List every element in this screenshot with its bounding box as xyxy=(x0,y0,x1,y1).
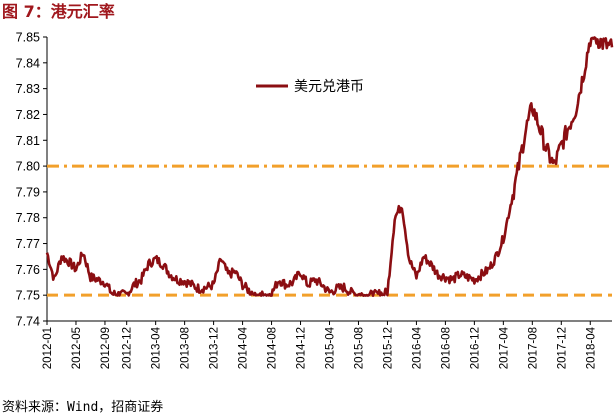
x-tick-label: 2017-12 xyxy=(556,327,568,369)
x-tick-label: 2012-05 xyxy=(71,327,83,369)
x-tick-label: 2013-12 xyxy=(209,327,221,369)
y-tick-label: 7.81 xyxy=(16,134,40,148)
x-tick-label: 2013-04 xyxy=(151,326,163,369)
reference-lines xyxy=(47,164,612,297)
x-axis-ticks: 2012-01 2012-05 2012-09 2012-12 2013-04 2013-… xyxy=(42,321,597,369)
x-tick-label: 2015-12 xyxy=(382,327,394,369)
x-tick-label: 2017-08 xyxy=(527,327,539,369)
y-tick-label: 7.76 xyxy=(16,263,40,277)
x-tick-label: 2012-12 xyxy=(122,327,134,369)
y-tick-label: 7.77 xyxy=(16,237,40,251)
y-tick-label: 7.84 xyxy=(16,56,40,70)
y-tick-label: 7.75 xyxy=(16,289,40,303)
series-line xyxy=(45,36,614,297)
x-tick-label: 2013-08 xyxy=(180,327,192,369)
x-tick-label: 2016-08 xyxy=(440,327,452,369)
x-tick-label: 2017-04 xyxy=(498,326,510,369)
legend: 美元兑港币 xyxy=(256,79,364,95)
x-tick-label: 2015-08 xyxy=(353,327,365,369)
y-tick-label: 7.79 xyxy=(16,185,40,199)
line-chart: 7.85 7.84 7.83 7.82 7.81 7.80 7.79 7.78 7.77 7.76… xyxy=(16,31,614,369)
y-tick-label: 7.80 xyxy=(16,160,40,174)
x-tick-label: 2015-04 xyxy=(325,326,337,369)
y-tick-label: 7.85 xyxy=(16,31,40,45)
x-tick-label: 2014-12 xyxy=(296,327,308,369)
x-tick-label: 2012-09 xyxy=(100,327,112,369)
y-tick-label: 7.82 xyxy=(16,108,40,122)
x-tick-label: 2014-08 xyxy=(267,327,279,369)
x-tick-label: 2016-04 xyxy=(411,326,423,369)
figure-title: 图 7：港元汇率 xyxy=(2,2,115,21)
legend-label: 美元兑港币 xyxy=(294,79,364,95)
y-axis-ticks: 7.85 7.84 7.83 7.82 7.81 7.80 7.79 7.78 7.77 7.76… xyxy=(16,31,47,329)
series-layer xyxy=(45,36,614,297)
x-tick-label: 2014-04 xyxy=(238,326,250,369)
source-note: 资料来源：Wind，招商证券 xyxy=(2,400,164,415)
y-tick-label: 7.78 xyxy=(16,211,40,225)
x-tick-label: 2016-12 xyxy=(469,327,481,369)
y-tick-label: 7.83 xyxy=(16,82,40,96)
y-tick-label: 7.74 xyxy=(16,315,40,329)
x-tick-label: 2012-01 xyxy=(42,327,54,369)
x-tick-label: 2018-04 xyxy=(585,326,597,369)
